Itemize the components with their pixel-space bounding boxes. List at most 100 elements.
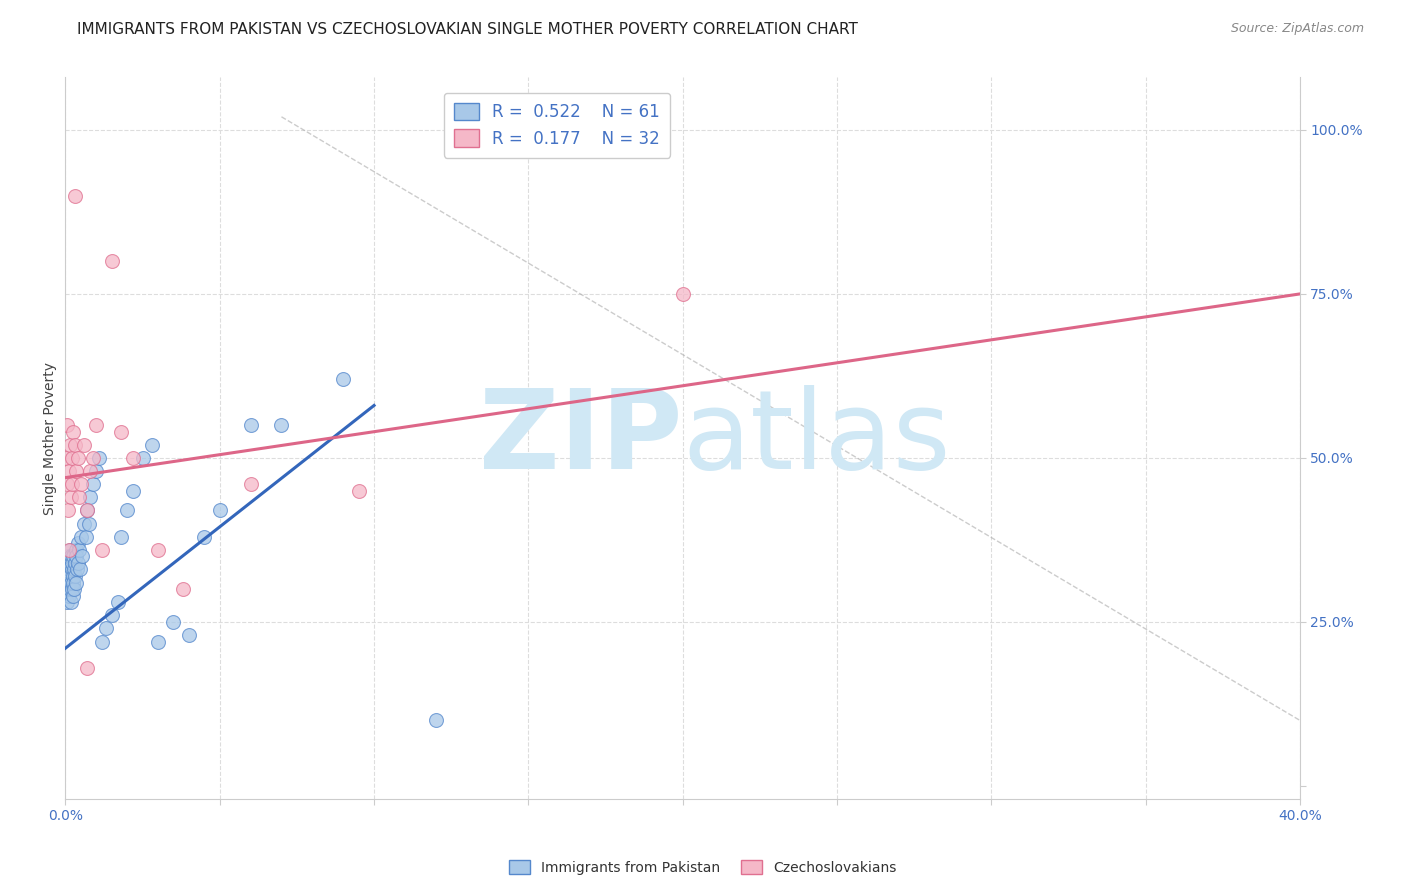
- Point: [62, 425, 84, 439]
- Point: [60, 562, 83, 576]
- Point: [58, 589, 80, 603]
- Point: [56, 503, 79, 517]
- Point: [239, 418, 262, 433]
- Y-axis label: Single Mother Poverty: Single Mother Poverty: [44, 362, 58, 515]
- Point: [55, 569, 77, 583]
- Point: [75, 530, 97, 544]
- Point: [67, 542, 90, 557]
- Point: [63, 582, 86, 596]
- Point: [72, 549, 94, 564]
- Text: atlas: atlas: [683, 384, 950, 491]
- Point: [89, 450, 111, 465]
- Point: [79, 464, 101, 478]
- Point: [73, 438, 96, 452]
- Point: [62, 562, 84, 576]
- Text: ZIP: ZIP: [479, 384, 683, 491]
- Point: [122, 483, 145, 498]
- Point: [70, 530, 93, 544]
- Point: [56, 595, 79, 609]
- Point: [146, 634, 169, 648]
- Point: [76, 661, 98, 675]
- Point: [332, 372, 354, 386]
- Point: [172, 582, 194, 596]
- Point: [56, 418, 79, 433]
- Point: [65, 542, 87, 557]
- Point: [59, 582, 82, 596]
- Point: [91, 542, 114, 557]
- Point: [270, 418, 292, 433]
- Point: [59, 491, 82, 505]
- Point: [177, 628, 200, 642]
- Point: [56, 556, 79, 570]
- Text: IMMIGRANTS FROM PAKISTAN VS CZECHOSLOVAKIAN SINGLE MOTHER POVERTY CORRELATION CH: IMMIGRANTS FROM PAKISTAN VS CZECHOSLOVAK…: [77, 22, 858, 37]
- Point: [65, 549, 87, 564]
- Point: [672, 287, 695, 301]
- Point: [425, 714, 447, 728]
- Point: [55, 450, 77, 465]
- Point: [162, 615, 184, 629]
- Point: [131, 450, 153, 465]
- Point: [69, 562, 91, 576]
- Point: [59, 569, 82, 583]
- Point: [86, 418, 108, 433]
- Point: [55, 477, 77, 491]
- Point: [59, 595, 82, 609]
- Point: [66, 562, 89, 576]
- Point: [63, 188, 86, 202]
- Point: [76, 503, 98, 517]
- Point: [122, 450, 145, 465]
- Point: [70, 477, 93, 491]
- Point: [63, 438, 86, 452]
- Point: [67, 491, 90, 505]
- Point: [208, 503, 231, 517]
- Point: [110, 530, 132, 544]
- Point: [58, 549, 80, 564]
- Point: [65, 464, 87, 478]
- Point: [63, 556, 86, 570]
- Point: [110, 425, 132, 439]
- Legend: R =  0.522    N = 61, R =  0.177    N = 32: R = 0.522 N = 61, R = 0.177 N = 32: [444, 93, 671, 158]
- Point: [107, 595, 129, 609]
- Point: [60, 549, 83, 564]
- Point: [146, 542, 169, 557]
- Point: [73, 516, 96, 531]
- Point: [62, 569, 84, 583]
- Point: [56, 582, 79, 596]
- Point: [65, 569, 87, 583]
- Point: [100, 254, 122, 268]
- Point: [115, 503, 138, 517]
- Point: [76, 503, 98, 517]
- Point: [347, 483, 370, 498]
- Point: [62, 589, 84, 603]
- Point: [141, 438, 163, 452]
- Point: [60, 450, 83, 465]
- Point: [66, 450, 89, 465]
- Point: [58, 542, 80, 557]
- Point: [66, 536, 89, 550]
- Legend: Immigrants from Pakistan, Czechoslovakians: Immigrants from Pakistan, Czechoslovakia…: [503, 855, 903, 880]
- Point: [86, 464, 108, 478]
- Point: [193, 530, 215, 544]
- Point: [94, 622, 117, 636]
- Point: [58, 464, 80, 478]
- Text: Source: ZipAtlas.com: Source: ZipAtlas.com: [1230, 22, 1364, 36]
- Point: [67, 556, 90, 570]
- Point: [100, 608, 122, 623]
- Point: [60, 556, 83, 570]
- Point: [58, 575, 80, 590]
- Point: [62, 575, 84, 590]
- Point: [59, 438, 82, 452]
- Point: [82, 450, 104, 465]
- Point: [77, 516, 100, 531]
- Point: [79, 491, 101, 505]
- Point: [91, 634, 114, 648]
- Point: [59, 542, 82, 557]
- Point: [60, 477, 83, 491]
- Point: [60, 575, 83, 590]
- Point: [65, 575, 87, 590]
- Point: [60, 582, 83, 596]
- Point: [82, 477, 104, 491]
- Point: [239, 477, 262, 491]
- Point: [58, 562, 80, 576]
- Point: [62, 549, 84, 564]
